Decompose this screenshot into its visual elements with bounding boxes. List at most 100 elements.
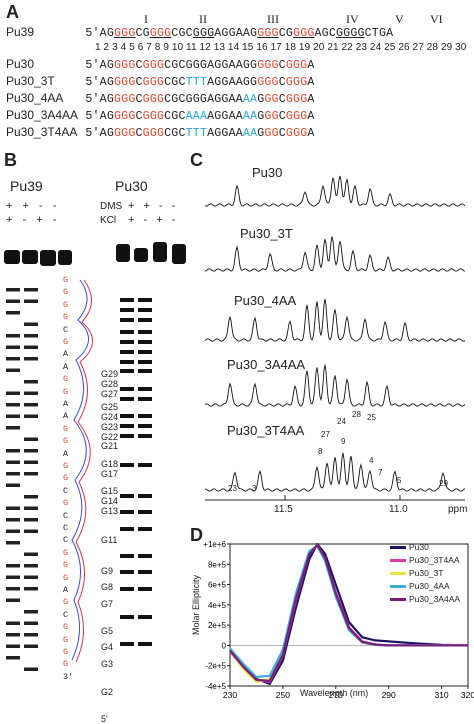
g-label: G14	[101, 496, 119, 506]
roman-2: II	[199, 12, 207, 26]
gel-band	[6, 334, 20, 338]
gel-band	[138, 587, 152, 591]
gel-band	[24, 529, 38, 533]
x-tick-label: 270	[329, 690, 343, 700]
seq-letter: G	[63, 547, 69, 558]
peak-24: 24	[337, 417, 346, 426]
gel-band	[138, 570, 152, 574]
pu30-3a4aa-row: Pu30_3A4AA 5'AGGGGCGGGCGCAAAAGGAAAAGGGCG…	[6, 108, 315, 123]
gel-band	[6, 529, 20, 533]
gel-band	[120, 330, 134, 334]
seq-letter: G	[63, 659, 69, 670]
gel-band	[24, 380, 38, 384]
gel-band	[120, 298, 134, 302]
cd-series-line	[229, 543, 468, 682]
legend-label: Pu30_3T	[409, 568, 444, 578]
peak-9: 9	[341, 437, 346, 446]
gel-band	[120, 510, 134, 514]
gel-band	[24, 667, 38, 671]
seq-letter: G	[63, 622, 69, 633]
pu39-dms-signs: + + - -	[6, 200, 57, 212]
pu39-name: Pu39	[6, 25, 35, 39]
gel-band	[120, 463, 134, 467]
legend-label: Pu30_3A4AA	[409, 594, 461, 604]
gel-band	[24, 518, 38, 522]
gel-band	[138, 414, 152, 418]
g-label: G13	[101, 506, 119, 516]
peak-4: 4	[369, 456, 374, 465]
pu39-kcl-signs: + - + -	[6, 214, 57, 226]
seq-letter: A	[63, 411, 69, 422]
gel-band	[24, 334, 38, 338]
gel-band	[138, 424, 152, 428]
g-label: G23	[101, 422, 119, 432]
roman-4: IV	[346, 12, 359, 26]
gel-band	[138, 387, 152, 391]
gel-band	[138, 340, 152, 344]
gel-band	[120, 642, 134, 646]
gel-band	[6, 506, 20, 510]
nmr-traces	[204, 175, 466, 492]
gel-band	[6, 414, 20, 418]
gel-band	[6, 426, 20, 430]
pu39-bands	[6, 288, 38, 671]
gel-band	[138, 642, 152, 646]
gel-band	[24, 587, 38, 591]
gel-band	[120, 350, 134, 354]
nmr-label-pu30-4aa: Pu30_4AA	[234, 293, 297, 308]
pu30-3t4aa-name: Pu30_3T4AA	[6, 125, 78, 139]
gel-band	[24, 610, 38, 614]
seq-letter: C	[63, 535, 69, 546]
g-label: G17	[101, 469, 119, 479]
legend-item: Pu30	[390, 542, 429, 552]
cd-series-line	[229, 544, 468, 678]
pu30-row: Pu30 5'AGGGGCGGGCGCGGGAGGAAGGGGGCGGGA	[6, 57, 315, 72]
g-label: G21	[101, 441, 119, 451]
gel-band	[6, 460, 20, 464]
cd-series-line	[229, 543, 468, 683]
gel-band	[24, 621, 38, 625]
g-label: G28	[101, 379, 119, 389]
seq-letter: G	[63, 597, 69, 608]
pu30-4aa-name: Pu30_4AA	[6, 91, 64, 105]
gel-band	[138, 360, 152, 364]
gel-band	[120, 424, 134, 428]
seq-letter: 3'	[63, 671, 74, 682]
gel-band	[24, 506, 38, 510]
pu30-name: Pu30	[6, 57, 35, 71]
y-tick-label: -4e+5	[205, 682, 226, 691]
gel-band	[6, 656, 20, 660]
ppm-tick-110: 11.0	[389, 504, 408, 515]
gel-band	[24, 299, 38, 303]
gel-band	[24, 288, 38, 292]
peak-27: 27	[321, 430, 330, 439]
legend-swatch	[390, 546, 406, 550]
gel-band	[6, 391, 20, 395]
pu30-4aa-sequence: 5'AGGGGCGGGCGCGGGAGGAAAAGGGCGGGA	[85, 93, 315, 106]
seq-letter: A	[63, 585, 69, 595]
gel-band	[6, 288, 20, 292]
nmr-label-pu30-3a4aa: Pu30_3A4AA	[227, 357, 306, 372]
ppm-unit: ppm	[448, 504, 468, 515]
gel-band	[6, 449, 20, 453]
pu30-4aa-row: Pu30_4AA 5'AGGGGCGGGCGCGGGAGGAAAAGGGCGGG…	[6, 91, 315, 106]
gel-band	[120, 387, 134, 391]
seq-letter: G	[63, 374, 69, 385]
gel-band	[6, 368, 20, 372]
panel-a-letter: A	[6, 2, 19, 22]
pu30-3t-row: Pu30_3T 5'AGGGGCGGGCGCTTTAGGAAGGGGGCGGGA	[6, 74, 315, 89]
nmr-trace	[204, 236, 466, 272]
y-tick-label: 4e+5	[208, 601, 227, 610]
pu30-3a4aa-sequence: 5'AGGGGCGGGCGCAAAAGGAAAAGGGCGGGA	[85, 110, 315, 123]
g-label: G27	[101, 389, 119, 399]
gel-band	[120, 570, 134, 574]
gel-band	[138, 463, 152, 467]
gel-band	[6, 541, 20, 545]
seq-letter: G	[63, 287, 69, 298]
seq-letter: C	[63, 523, 69, 533]
seq-letter: G	[63, 634, 69, 645]
gel-band	[120, 340, 134, 344]
seq-letter: G	[63, 498, 69, 509]
gel-band	[6, 564, 20, 568]
peak-5: 5	[397, 476, 402, 485]
